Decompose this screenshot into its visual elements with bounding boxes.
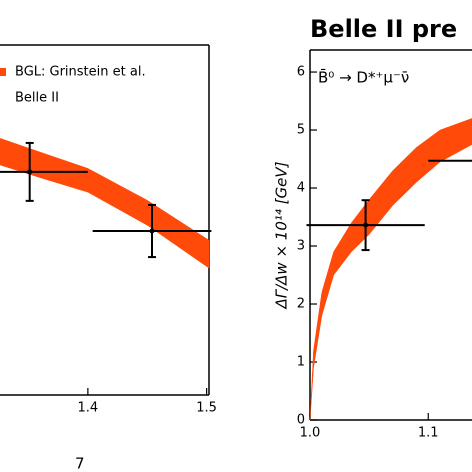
legend-label: BGL: Grinstein et al. (15, 65, 146, 80)
band (0, 138, 210, 269)
y-axis-label: ΔΓ/Δw × 10¹⁴ [GeV] (273, 161, 291, 309)
x-tick-label: 1.4 (78, 401, 99, 416)
x-tick-label: 1.5 (196, 401, 217, 416)
y-tick-label: 1 (297, 355, 305, 370)
y-tick-label: 3 (297, 239, 305, 254)
y-tick-label: 4 (297, 181, 305, 196)
point (363, 222, 369, 228)
legend-label: Belle II (15, 91, 59, 106)
annotation: B̄⁰ → D*⁺μ⁻ν̄ (318, 68, 409, 87)
point (149, 228, 155, 234)
annotation: 7 (75, 455, 85, 472)
y-tick-label: 0 (297, 413, 305, 428)
y-tick-label: 5 (297, 123, 305, 138)
y-tick-label: 2 (297, 297, 305, 312)
x-tick-label: 1.0 (300, 426, 321, 441)
legend-swatch (0, 68, 6, 76)
band (309, 118, 472, 421)
y-tick-label: 6 (297, 65, 305, 80)
x-tick-label: 1.1 (418, 426, 439, 441)
point (27, 169, 33, 175)
chart-title: Belle II pre (310, 15, 457, 43)
